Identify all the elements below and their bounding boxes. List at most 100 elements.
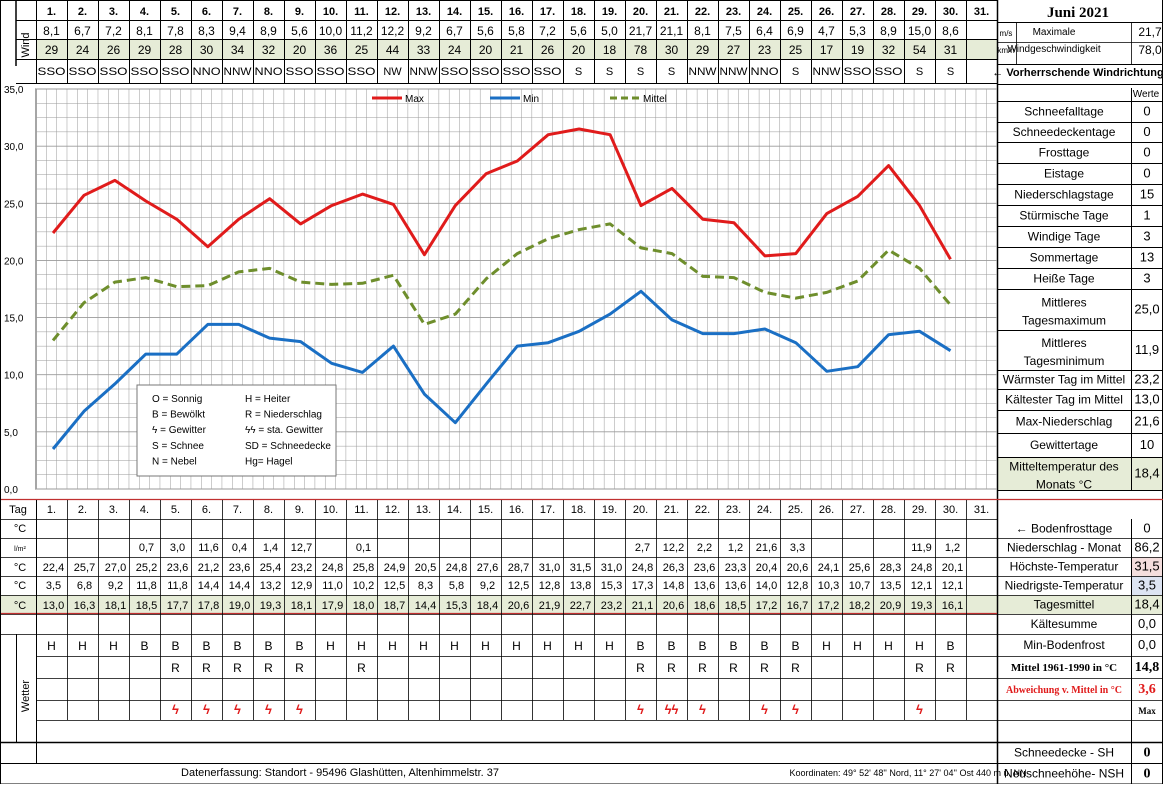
table-value-tmean: 18,4: [477, 600, 498, 612]
table-value-precip: 0,4: [232, 542, 247, 554]
weather-code: H: [357, 639, 366, 653]
wind-kmh-value: 27: [727, 43, 741, 57]
wind-ms-value: 8,1: [43, 24, 60, 38]
tag-label: Tag: [9, 504, 27, 516]
day-header: 12.: [385, 6, 400, 18]
y-tick-label: 25,0: [4, 199, 24, 210]
table-value-precip: 12,2: [663, 542, 684, 554]
stat-label: Mittleres Tagesminimum: [1024, 336, 1105, 368]
table-value-tmean: 19,3: [260, 600, 281, 612]
stat-label: Niederschlagstage: [1014, 188, 1114, 202]
table-day-header: 8.: [264, 504, 273, 516]
wind-ms-value: 5,6: [291, 24, 308, 38]
weather-code: H: [574, 639, 583, 653]
y-tick-label: 0,0: [4, 485, 18, 496]
weather-code: R: [202, 661, 211, 675]
wind-ms-value: 6,9: [787, 24, 804, 38]
weather-code: B: [233, 639, 241, 653]
summary-value: 0,0: [1138, 616, 1156, 631]
weather-code: R: [729, 661, 738, 675]
table-day-header: 12.: [385, 504, 400, 516]
y-tick-label: 20,0: [4, 256, 24, 267]
wind-ms-value: 7,8: [167, 24, 184, 38]
table-value-tmin: 12,9: [291, 580, 312, 592]
stat-value: 13: [1140, 250, 1154, 265]
thunder-icon: ϟ: [699, 702, 706, 717]
wind-kmh-value: 20: [293, 43, 307, 57]
summary-value: 3,6: [1138, 682, 1156, 697]
table-value-tmean: 17,8: [198, 600, 219, 612]
table-day-header: 20.: [633, 504, 648, 516]
table-value-tmean: 18,0: [353, 600, 374, 612]
wind-direction: SSO: [131, 66, 160, 78]
weather-code: H: [47, 639, 56, 653]
table-value-tmin: 9,2: [108, 580, 123, 592]
wind-ms-value: 8,1: [136, 24, 153, 38]
y-tick-label: 15,0: [4, 314, 24, 325]
wind-kmh-value: 25: [355, 43, 369, 57]
wind-ms-value: 5,3: [849, 24, 866, 38]
wind-direction: S: [792, 66, 799, 78]
stat-value: 18,4: [1134, 466, 1159, 481]
table-value-tmin: 15,3: [601, 580, 622, 592]
table-value-tmin: 13,6: [694, 580, 715, 592]
table-day-header: 18.: [571, 504, 586, 516]
wind-direction: SSO: [317, 66, 346, 78]
summary-value: 0: [1144, 767, 1151, 782]
summary-label: Höchste-Temperatur: [1010, 560, 1119, 574]
weather-code: R: [698, 661, 707, 675]
wind-ms-value: 7,2: [105, 24, 122, 38]
table-value-precip: 3,0: [170, 542, 185, 554]
thunder-icon: ϟ: [172, 702, 179, 717]
unit-kmh: km/h: [997, 46, 1014, 55]
table-value-tmax: 25,4: [260, 562, 281, 574]
stat-label: Max-Niederschlag: [1016, 415, 1113, 429]
stat-value: 0: [1143, 145, 1150, 160]
row-unit: °C: [14, 600, 26, 612]
table-value-tmin: 12,8: [539, 580, 560, 592]
weather-code: B: [698, 639, 706, 653]
table-day-header: 31.: [974, 504, 989, 516]
series-line-max: [51, 127, 952, 261]
summary-label: Tagesmittel: [1034, 598, 1095, 612]
summary-label: Kältesumme: [1031, 617, 1098, 631]
table-value-tmax: 20,6: [787, 562, 808, 574]
unit-ms: m/s: [1000, 29, 1013, 38]
legend-label-mittel: Mittel: [643, 94, 667, 105]
table-day-header: 25.: [788, 504, 803, 516]
summary-label: Schneedecke - SH: [1014, 746, 1114, 760]
weather-legend-entry: H = Heiter: [245, 394, 291, 405]
table-day-header: 1.: [47, 504, 56, 516]
weather-code: H: [543, 639, 552, 653]
table-value-tmin: 12,5: [384, 580, 405, 592]
table-value-tmean: 14,4: [415, 600, 436, 612]
table-day-header: 17.: [540, 504, 555, 516]
table-value-tmax: 20,4: [756, 562, 777, 574]
wind-kmh-value: 29: [138, 43, 152, 57]
day-header: 18.: [571, 6, 586, 18]
weather-legend-entry: ϟϟ = sta. Gewitter: [245, 425, 324, 436]
table-value-tmax: 28,7: [508, 562, 529, 574]
table-day-header: 21.: [664, 504, 679, 516]
wind-ms-value: 5,0: [601, 24, 618, 38]
wind-kmh-value: 30: [200, 43, 214, 57]
y-tick-label: 35,0: [4, 85, 24, 96]
table-value-tmean: 17,7: [167, 600, 188, 612]
wind-direction: SSO: [875, 66, 904, 78]
stat-value: 0: [1143, 104, 1150, 119]
wind-direction: SSO: [348, 66, 377, 78]
table-value-tmax: 31,0: [601, 562, 622, 574]
day-header: 8.: [264, 6, 273, 18]
table-value-tmean: 13,0: [43, 600, 64, 612]
table-value-tmin: 13,8: [570, 580, 591, 592]
table-value-tmin: 12,1: [911, 580, 932, 592]
table-value-tmax: 25,6: [849, 562, 870, 574]
weather-code: H: [419, 639, 428, 653]
table-value-tmin: 14,8: [663, 580, 684, 592]
weather-code: B: [729, 639, 737, 653]
summary-label: Neuschneehöhe- NSH: [1004, 767, 1124, 781]
stat-value: 15: [1140, 187, 1154, 202]
wind-kmh-value: 31: [944, 43, 958, 57]
wind-ms-value: 10,0: [319, 24, 343, 38]
summary-value: 0: [1143, 521, 1150, 536]
